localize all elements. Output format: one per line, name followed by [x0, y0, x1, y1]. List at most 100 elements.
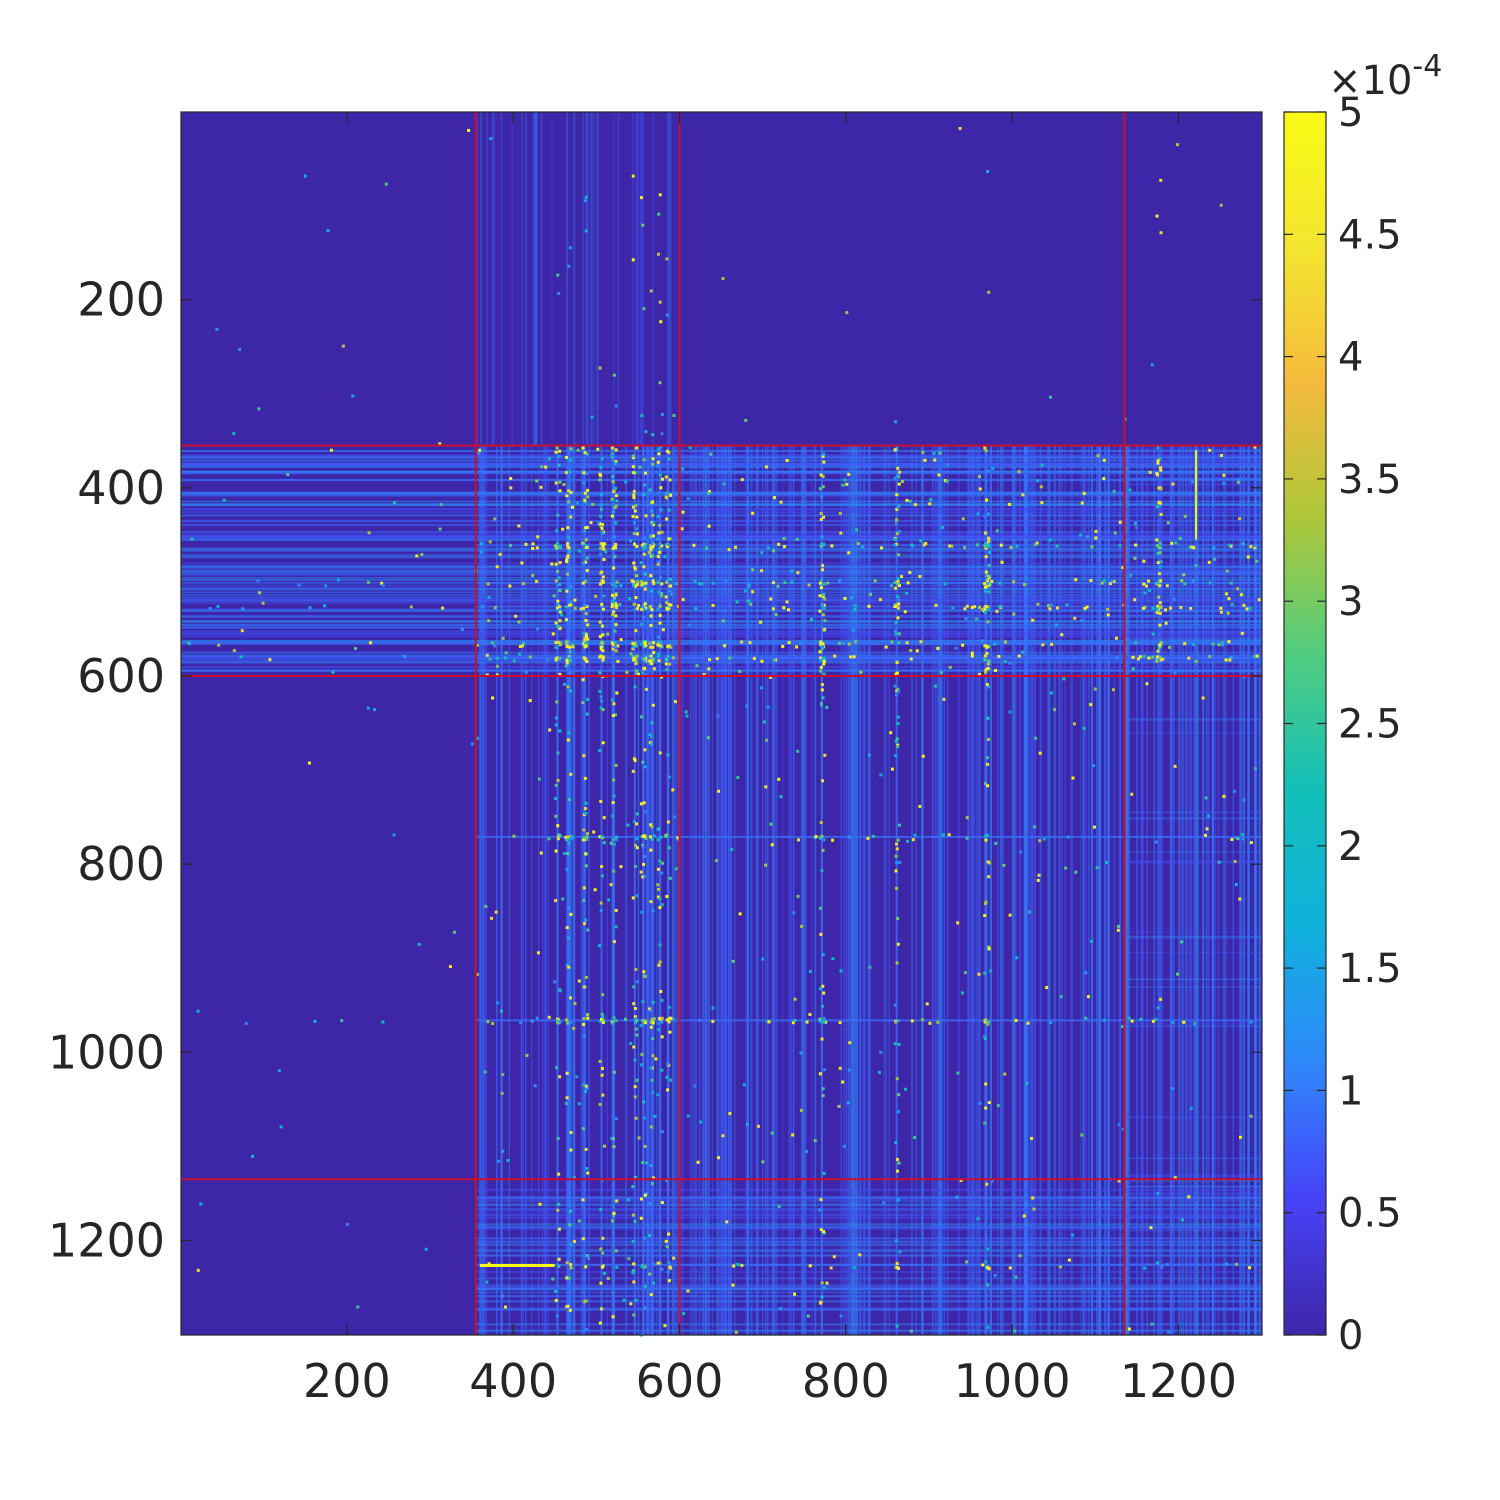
heatmap-cell [640, 910, 644, 914]
heatmap-cell [615, 691, 619, 695]
heatmap-cell [604, 550, 608, 554]
heatmap-cell [656, 607, 660, 611]
heatmap-cell [658, 523, 662, 527]
multiplier-symbol: × [1328, 58, 1362, 104]
heatmap-cell [896, 595, 900, 599]
heatmap-stripe [181, 599, 1262, 602]
heatmap-cell [751, 568, 755, 572]
heatmap-cell [878, 598, 882, 602]
heatmap-cell [614, 623, 618, 627]
heatmap-cell [1150, 1322, 1154, 1326]
heatmap-cell [660, 871, 664, 875]
heatmap-stripe [637, 445, 640, 1335]
heatmap-cell [616, 644, 620, 648]
heatmap-cell [934, 603, 938, 607]
heatmap-cell [639, 1197, 643, 1201]
heatmap-cell [583, 776, 587, 780]
heatmap-cell [611, 546, 615, 550]
heatmap-cell [896, 743, 900, 747]
heatmap-cell [520, 561, 524, 565]
heatmap-cell [631, 456, 635, 460]
heatmap-stripe [532, 112, 535, 446]
heatmap-cell [488, 540, 492, 544]
heatmap-cell [894, 420, 898, 424]
heatmap-cell [896, 1110, 900, 1114]
heatmap-cell [612, 869, 616, 873]
heatmap-cell [610, 605, 614, 609]
heatmap-cell [602, 816, 606, 820]
heatmap-cell [748, 641, 752, 645]
heatmap-cell [1224, 658, 1228, 662]
heatmap-stripe [181, 457, 1262, 460]
heatmap-cell [644, 581, 648, 585]
heatmap-cell [821, 594, 825, 598]
heatmap-cell [820, 702, 824, 706]
heatmap-stripe [541, 445, 543, 1335]
heatmap-cell [1155, 505, 1159, 509]
heatmap-cell [1142, 654, 1146, 658]
heatmap-cell [1159, 466, 1163, 470]
heatmap-cell [1147, 579, 1151, 583]
heatmap-cell [573, 606, 577, 610]
heatmap-stripe [545, 445, 548, 1335]
heatmap-cell [632, 471, 636, 475]
heatmap-cell [941, 833, 945, 837]
heatmap-cell [618, 603, 622, 607]
heatmap-cell [896, 917, 900, 921]
heatmap-cell [614, 404, 618, 408]
heatmap-cell [898, 860, 902, 864]
heatmap-cell [566, 685, 570, 689]
heatmap-cell [519, 1021, 523, 1025]
heatmap-cell [1255, 559, 1259, 563]
heatmap-cell [1156, 580, 1160, 584]
heatmap-stripe [538, 445, 540, 1335]
heatmap-cell [610, 452, 614, 456]
heatmap-cell [625, 670, 629, 674]
heatmap-cell [822, 1018, 826, 1022]
heatmap-cell [1083, 607, 1087, 611]
heatmap-stripe [745, 445, 748, 1335]
heatmap-stripe [181, 660, 1262, 662]
heatmap-stripe [181, 661, 1262, 664]
heatmap-cell [1015, 544, 1019, 548]
heatmap-cell [1045, 986, 1049, 990]
heatmap-cell [614, 504, 618, 508]
heatmap-cell [556, 824, 560, 828]
heatmap-stripe [1058, 445, 1061, 1335]
heatmap-cell [558, 588, 562, 592]
heatmap-cell [590, 415, 594, 419]
heatmap-cell [598, 1019, 602, 1023]
heatmap-cell [777, 777, 781, 781]
heatmap-cell [856, 542, 860, 546]
heatmap-cell [639, 802, 643, 806]
heatmap-cell [665, 601, 669, 605]
heatmap-cell [536, 535, 540, 539]
heatmap-cell [632, 532, 636, 536]
heatmap-cell [745, 1122, 749, 1126]
heatmap-cell [661, 861, 665, 865]
heatmap-cell [652, 667, 656, 671]
heatmap-cell [764, 465, 768, 469]
heatmap-stripe [181, 500, 1262, 503]
heatmap-cell [651, 1054, 655, 1058]
heatmap-cell [890, 640, 894, 644]
heatmap-cell [658, 621, 662, 625]
heatmap-cell [518, 652, 522, 656]
heatmap-cell [772, 496, 776, 500]
heatmap-cell [928, 502, 932, 506]
colorbar-tick-label: 4.5 [1338, 212, 1402, 258]
heatmap-cell [1159, 468, 1163, 472]
heatmap-cell [636, 582, 640, 586]
heatmap-stripe [978, 445, 981, 1335]
heatmap-cell [1003, 640, 1007, 644]
heatmap-cell [1112, 489, 1116, 493]
heatmap-cell [975, 543, 979, 547]
heatmap-cell [666, 1088, 670, 1092]
heatmap-cell [583, 645, 587, 649]
y-tick-label: 1200 [48, 1213, 165, 1267]
heatmap-cell [582, 898, 586, 902]
heatmap-cell [1158, 623, 1162, 627]
heatmap-cell [500, 1091, 504, 1095]
heatmap-cell [983, 971, 987, 975]
colorbar-tick-label: 3.5 [1338, 457, 1402, 503]
